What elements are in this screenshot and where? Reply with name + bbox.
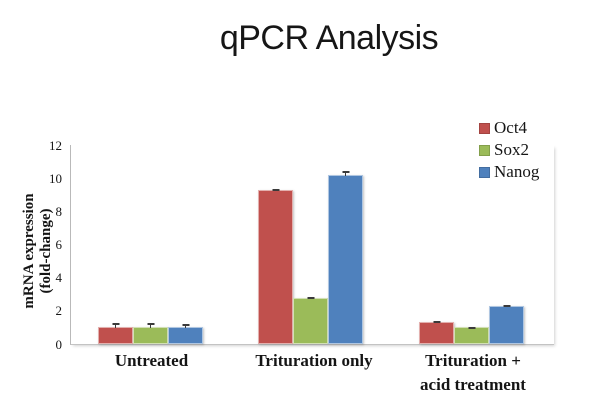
error-bar-oct4-2 [275,189,276,191]
legend-label-sox2: Sox2 [494,140,529,159]
bar-nanog-3 [489,305,524,344]
x-category-label-trituration-acid: Trituration + acid treatment [408,349,538,397]
legend-label-oct4: Oct4 [494,118,528,137]
y-tick-label-4: 4 [55,270,63,286]
error-bar-nanog-1 [185,324,186,329]
error-bar-sox2-2 [310,296,311,300]
bar-sox2-3 [454,326,489,344]
y-tick-label-12: 12 [49,137,62,153]
x-category-label-trituration-only-text: Trituration only [255,351,373,370]
bar-oct4-3 [419,320,454,344]
error-bar-oct4-1 [115,323,116,329]
x-category-label-untreated-text: Untreated [114,351,189,370]
y-tick-label-0: 0 [55,336,63,352]
y-tick-label-8: 8 [55,203,63,219]
legend-item-nanog: Nanog [479,161,539,183]
chart-title: qPCR Analysis [219,19,439,57]
legend-swatch-nanog-icon [479,166,490,178]
bar-group-trituration-acid [419,305,524,344]
y-tick-label-10: 10 [49,170,62,186]
bar-sox2-1 [133,323,168,344]
plot-area [70,145,554,345]
bar-oct4-1 [98,323,133,344]
error-bar-sox2-1 [150,323,151,329]
x-category-label-untreated: Untreated [98,349,205,373]
bar-group-untreated [98,323,203,344]
legend: Oct4 Sox2 Nanog [479,117,539,183]
legend-item-sox2: Sox2 [479,139,539,161]
bar-sox2-2 [293,296,328,344]
y-tick-label-6: 6 [55,237,63,252]
legend-item-oct4: Oct4 [479,117,539,139]
legend-swatch-oct4-icon [479,122,490,134]
bar-nanog-1 [168,324,203,344]
error-bar-nanog-3 [506,305,507,307]
bar-oct4-2 [258,189,293,344]
legend-swatch-sox2-icon [479,144,490,156]
error-bar-sox2-3 [471,326,472,329]
error-bar-oct4-3 [436,320,437,324]
legend-label-nanog: Nanog [494,162,540,181]
x-category-label-trituration-acid-line1: Trituration + [425,351,521,370]
bar-nanog-2 [328,170,363,344]
x-category-label-trituration-only: Trituration only [249,349,379,373]
y-tick-label-2: 2 [55,303,63,319]
x-category-label-trituration-acid-line2: acid treatment [420,375,526,394]
bar-group-trituration-only [258,170,363,344]
error-bar-nanog-2 [345,170,346,176]
